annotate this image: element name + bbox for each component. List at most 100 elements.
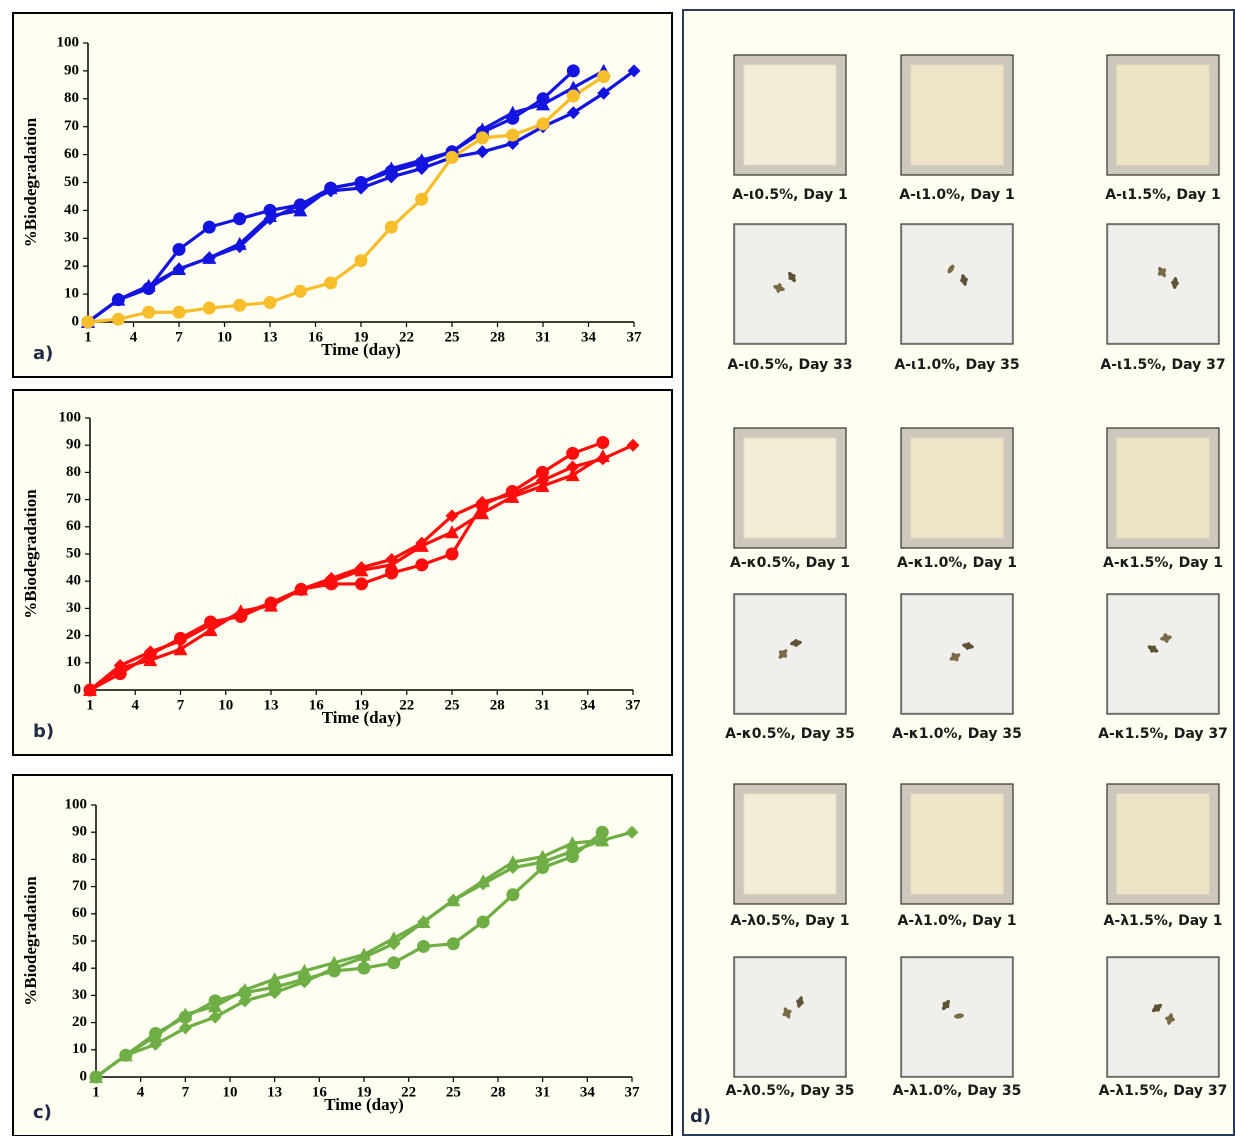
y-tick-label: 20 <box>64 258 79 274</box>
photo-label: A-ι1.0%, Day 1 <box>899 187 1015 203</box>
x-tick-label: 7 <box>182 1084 190 1100</box>
marker-circle <box>173 306 186 319</box>
y-tick-label: 50 <box>72 932 87 948</box>
y-tick-label: 50 <box>64 174 79 190</box>
film-sample <box>911 794 1003 894</box>
y-tick-label: 30 <box>72 987 87 1003</box>
photo-label: A-κ1.5%, Day 1 <box>1103 555 1223 571</box>
marker-circle <box>233 299 246 312</box>
marker-circle <box>506 129 519 142</box>
y-tick-label: 80 <box>64 90 79 106</box>
x-tick-label: 37 <box>626 697 642 713</box>
x-tick-label: 31 <box>536 329 551 345</box>
x-tick-label: 34 <box>580 1084 596 1100</box>
x-tick-label: 13 <box>264 697 279 713</box>
x-tick-label: 28 <box>491 1084 506 1100</box>
marker-circle <box>446 151 459 164</box>
marker-circle <box>355 577 368 590</box>
x-axis-title: Time (day) <box>321 340 401 359</box>
x-tick-label: 28 <box>490 697 505 713</box>
marker-circle <box>324 276 337 289</box>
marker-circle <box>203 302 216 315</box>
y-tick-label: 80 <box>66 464 81 480</box>
panel-label: d) <box>690 1106 711 1127</box>
x-tick-label: 22 <box>399 697 414 713</box>
y-tick-label: 40 <box>72 960 87 976</box>
film-sample <box>744 65 836 165</box>
y-tick-label: 0 <box>74 681 82 697</box>
photo-bg <box>903 226 1011 342</box>
photo-bg <box>736 226 844 342</box>
marker-circle <box>567 64 580 77</box>
marker-circle <box>142 306 155 319</box>
y-tick-label: 90 <box>66 437 81 453</box>
y-tick-label: 40 <box>64 202 79 218</box>
marker-circle <box>476 131 489 144</box>
photo-label: A-κ1.5%, Day 37 <box>1098 726 1228 742</box>
x-tick-label: 1 <box>92 1084 100 1100</box>
marker-circle <box>596 436 609 449</box>
photo-label: A-κ0.5%, Day 35 <box>725 726 855 742</box>
x-tick-label: 7 <box>177 697 185 713</box>
film-sample <box>911 438 1003 538</box>
film-sample <box>744 438 836 538</box>
marker-circle <box>506 888 519 901</box>
x-axis-title: Time (day) <box>324 1095 404 1114</box>
x-tick-label: 34 <box>581 329 597 345</box>
y-tick-label: 70 <box>64 118 79 134</box>
y-axis-title: %Biodegradation <box>21 489 40 619</box>
marker-circle <box>82 316 95 329</box>
marker-circle <box>203 221 216 234</box>
panel-label: a) <box>33 343 53 364</box>
photo-label: A-κ1.0%, Day 1 <box>897 555 1017 571</box>
y-tick-label: 30 <box>64 230 79 246</box>
y-tick-label: 10 <box>66 654 81 670</box>
x-tick-label: 4 <box>137 1084 145 1100</box>
marker-circle <box>537 117 550 130</box>
x-tick-label: 34 <box>580 697 596 713</box>
marker-circle <box>417 940 430 953</box>
photo-label: A-ι1.0%, Day 35 <box>894 357 1019 373</box>
photo-label: A-λ1.5%, Day 1 <box>1104 913 1223 929</box>
y-tick-label: 30 <box>66 600 81 616</box>
x-tick-label: 37 <box>627 329 643 345</box>
marker-circle <box>233 212 246 225</box>
y-tick-label: 40 <box>66 573 81 589</box>
panel-label: c) <box>33 1102 52 1123</box>
y-tick-label: 90 <box>64 62 79 78</box>
film-sample <box>1117 794 1209 894</box>
photo-label: A-λ0.5%, Day 1 <box>731 913 850 929</box>
y-tick-label: 90 <box>72 824 87 840</box>
y-tick-label: 10 <box>72 1041 87 1057</box>
marker-circle <box>264 296 277 309</box>
y-tick-label: 60 <box>72 905 87 921</box>
y-tick-label: 0 <box>80 1068 88 1084</box>
marker-circle <box>173 243 186 256</box>
panel-frame <box>13 775 672 1136</box>
marker-circle <box>477 915 490 928</box>
photo-label: A-λ1.0%, Day 1 <box>898 913 1017 929</box>
photo-label: A-κ1.0%, Day 35 <box>892 726 1022 742</box>
x-tick-label: 31 <box>535 697 550 713</box>
photo-label: A-λ0.5%, Day 35 <box>726 1083 855 1099</box>
photo-label: A-ι1.5%, Day 37 <box>1100 357 1225 373</box>
photo-bg <box>1109 226 1217 342</box>
x-tick-label: 31 <box>535 1084 550 1100</box>
x-tick-label: 10 <box>218 697 233 713</box>
photo-label: A-λ1.5%, Day 37 <box>1099 1083 1228 1099</box>
x-tick-label: 25 <box>446 1084 461 1100</box>
x-tick-label: 13 <box>263 329 278 345</box>
x-tick-label: 25 <box>445 697 460 713</box>
marker-circle <box>597 70 610 83</box>
marker-circle <box>415 558 428 571</box>
y-tick-label: 50 <box>66 545 81 561</box>
y-tick-label: 0 <box>72 313 80 329</box>
photo-label: A-ι0.5%, Day 1 <box>732 187 848 203</box>
film-sample <box>911 65 1003 165</box>
marker-circle <box>415 193 428 206</box>
x-tick-label: 25 <box>445 329 460 345</box>
y-tick-label: 20 <box>72 1014 87 1030</box>
y-tick-label: 100 <box>65 796 88 812</box>
x-tick-label: 7 <box>175 329 183 345</box>
